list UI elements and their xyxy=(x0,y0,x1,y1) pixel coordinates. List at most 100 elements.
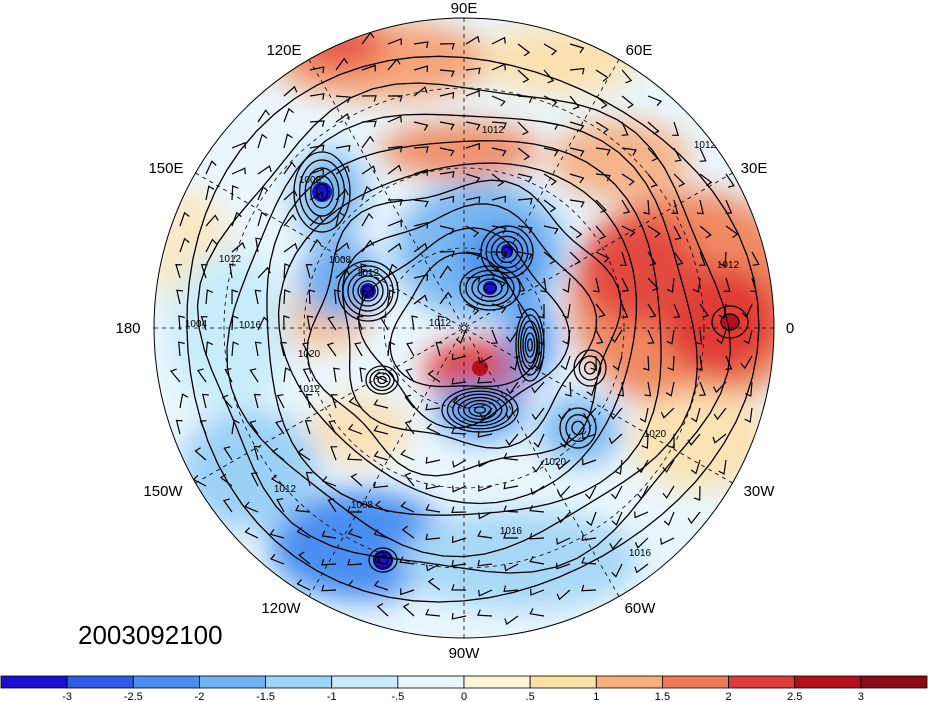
wind-barb xyxy=(229,263,236,279)
wind-barb xyxy=(283,85,298,97)
wind-barb xyxy=(582,458,597,466)
wind-barb xyxy=(556,537,571,545)
wind-barb xyxy=(361,95,377,102)
wind-barb xyxy=(231,167,246,175)
wind-barb xyxy=(439,147,455,157)
wind-barb xyxy=(304,420,312,435)
wind-barb xyxy=(569,199,585,208)
wind-barb xyxy=(439,225,455,235)
wind-barb xyxy=(719,251,727,267)
wind-barb xyxy=(335,57,349,71)
wind-barb xyxy=(249,368,259,383)
wind-barb xyxy=(439,195,455,203)
wind-barb xyxy=(491,303,507,314)
wind-barb xyxy=(308,289,316,305)
wind-barb xyxy=(687,433,701,446)
wind-barb xyxy=(405,368,415,383)
wind-barb xyxy=(427,369,441,383)
wind-barb xyxy=(257,165,272,175)
isobar xyxy=(373,372,391,388)
wind-barb xyxy=(647,121,660,135)
contour-label: 1012 xyxy=(717,260,740,271)
wind-barb xyxy=(540,277,548,293)
wind-barb xyxy=(595,173,611,182)
wind-barb xyxy=(253,445,261,461)
wind-barb xyxy=(413,121,429,131)
lon-label-180: 180 xyxy=(115,320,140,337)
wind-barb xyxy=(505,433,519,446)
colorbar-tick-label: 2.5 xyxy=(787,691,802,702)
wind-barb xyxy=(200,316,208,331)
wind-barb xyxy=(404,420,415,435)
wind-barb xyxy=(271,447,285,461)
anomaly-shading xyxy=(154,20,774,610)
wind-barb xyxy=(745,381,753,397)
wind-barb xyxy=(621,147,637,156)
wind-barb xyxy=(609,537,623,550)
wind-barb xyxy=(335,95,351,103)
contour-label: 1020 xyxy=(298,349,321,360)
wind-barb xyxy=(556,459,571,470)
isobar xyxy=(463,399,497,421)
wind-barb xyxy=(543,173,558,186)
isobar xyxy=(524,332,536,358)
wind-barb xyxy=(517,277,526,292)
wind-barb xyxy=(621,173,635,186)
isobar xyxy=(517,314,543,376)
wind-barb xyxy=(199,420,207,435)
wind-barb xyxy=(347,424,363,435)
wind-barb xyxy=(451,427,467,435)
wind-barb xyxy=(643,199,650,215)
wind-barb xyxy=(634,511,649,519)
wind-barb xyxy=(309,93,325,100)
wind-barb xyxy=(309,238,322,253)
wind-barb xyxy=(361,165,376,175)
wind-barb xyxy=(695,329,703,345)
wind-barb xyxy=(634,563,649,574)
wind-barb xyxy=(335,165,350,175)
isobar xyxy=(485,230,529,274)
wind-barb xyxy=(176,289,183,305)
colorbar-tick-label: .5 xyxy=(526,691,535,702)
wind-barb xyxy=(283,242,298,253)
wind-barb xyxy=(387,242,402,253)
wind-barb xyxy=(595,121,609,134)
wind-barb xyxy=(205,238,218,253)
wind-barb xyxy=(517,69,530,83)
wind-barb xyxy=(413,41,429,49)
isobar xyxy=(357,227,571,429)
wind-barb xyxy=(491,225,507,234)
wind-barb xyxy=(426,563,441,572)
wind-barb xyxy=(532,459,545,473)
wind-barb xyxy=(387,95,403,102)
isobar xyxy=(720,313,740,331)
wind-barb xyxy=(219,473,233,487)
contour-label: 1020 xyxy=(644,429,667,440)
wind-barb xyxy=(179,211,190,227)
wind-barb xyxy=(687,511,701,525)
wind-barb xyxy=(581,534,597,541)
isobar xyxy=(441,387,519,433)
wind-barb xyxy=(673,147,682,162)
isobar xyxy=(471,274,509,302)
wind-barb xyxy=(647,225,661,238)
wind-barb xyxy=(716,329,727,345)
wind-barb xyxy=(374,500,389,513)
wind-barb xyxy=(465,196,481,203)
wind-barb xyxy=(231,341,239,357)
isobar xyxy=(347,270,389,312)
wind-barb xyxy=(569,251,582,265)
wind-barb xyxy=(295,504,311,513)
isobar xyxy=(515,308,545,382)
wind-barb xyxy=(741,303,753,318)
wind-barb xyxy=(564,381,572,397)
wind-barb xyxy=(609,407,623,420)
wind-barb xyxy=(302,368,311,383)
wind-barb xyxy=(503,482,519,490)
wind-barb xyxy=(335,211,345,227)
isobar xyxy=(477,278,503,298)
isobar xyxy=(226,113,699,558)
colorbar-swatch xyxy=(529,675,597,689)
wind-barb xyxy=(373,556,389,565)
wind-barb xyxy=(725,199,733,214)
